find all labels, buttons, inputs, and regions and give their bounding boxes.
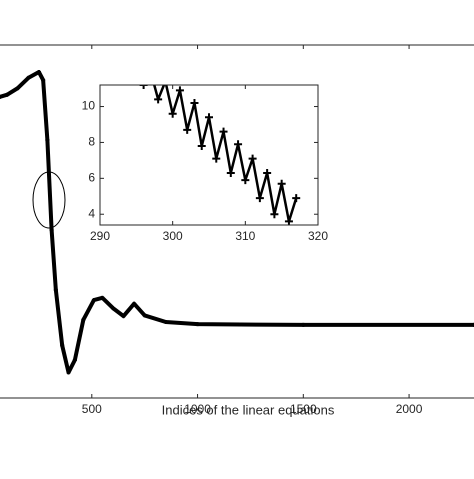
data-marker	[175, 86, 184, 95]
data-marker	[81, 317, 86, 322]
data-marker	[226, 168, 235, 177]
data-marker	[212, 154, 221, 163]
data-marker	[197, 142, 206, 151]
plot-area	[139, 68, 301, 225]
data-marker	[163, 319, 168, 324]
data-marker	[154, 95, 163, 104]
x-tick-label: 500	[82, 402, 102, 416]
data-marker	[263, 168, 272, 177]
data-marker	[100, 295, 105, 300]
data-marker	[72, 357, 77, 362]
data-marker	[91, 298, 96, 303]
data-marker	[270, 210, 279, 219]
data-marker	[472, 322, 474, 327]
data-marker	[41, 78, 46, 83]
data-marker	[15, 86, 20, 91]
data-marker	[49, 227, 54, 232]
data-marker	[53, 287, 58, 292]
data-marker	[142, 313, 147, 318]
x-axis-label: Indices of the linear equations	[162, 402, 335, 417]
data-marker	[205, 113, 213, 122]
x-tick-label: 1000	[184, 402, 211, 416]
data-marker	[5, 92, 10, 97]
y-tick-label: 10	[82, 99, 96, 113]
data-marker	[66, 370, 71, 375]
data-marker	[277, 179, 286, 188]
inset-background	[100, 85, 318, 225]
data-marker	[45, 138, 50, 143]
x-tick-label: 310	[235, 229, 255, 243]
y-tick-label: 6	[88, 171, 95, 185]
data-marker	[241, 176, 250, 185]
data-marker	[0, 94, 2, 99]
data-marker	[121, 314, 126, 319]
data-marker	[110, 306, 115, 311]
data-marker	[195, 322, 200, 327]
axes-frame	[99, 84, 319, 226]
x-tick-label: 290	[90, 229, 110, 243]
data-marker	[292, 194, 301, 203]
data-marker	[219, 127, 228, 136]
data-marker	[234, 140, 243, 149]
data-marker	[284, 217, 293, 225]
data-marker	[255, 194, 264, 203]
data-marker	[147, 68, 155, 76]
data-marker	[139, 85, 148, 89]
x-tick-label: 300	[163, 229, 183, 243]
data-marker	[183, 125, 192, 134]
x-tick-label: 1500	[290, 402, 317, 416]
y-tick-label: 8	[88, 135, 95, 149]
data-marker	[168, 109, 177, 118]
x-tick-label: 320	[308, 229, 328, 243]
data-marker	[301, 322, 306, 327]
data-marker	[60, 343, 65, 348]
data-marker	[248, 154, 257, 163]
data-marker	[26, 75, 31, 80]
data-marker	[164, 85, 167, 86]
data-line	[143, 85, 298, 223]
y-tick-label: 4	[88, 206, 95, 220]
plot-area	[0, 70, 474, 375]
data-marker	[190, 98, 199, 107]
data-marker	[36, 70, 41, 75]
x-tick-label: 2000	[396, 402, 423, 416]
data-marker	[132, 301, 137, 306]
